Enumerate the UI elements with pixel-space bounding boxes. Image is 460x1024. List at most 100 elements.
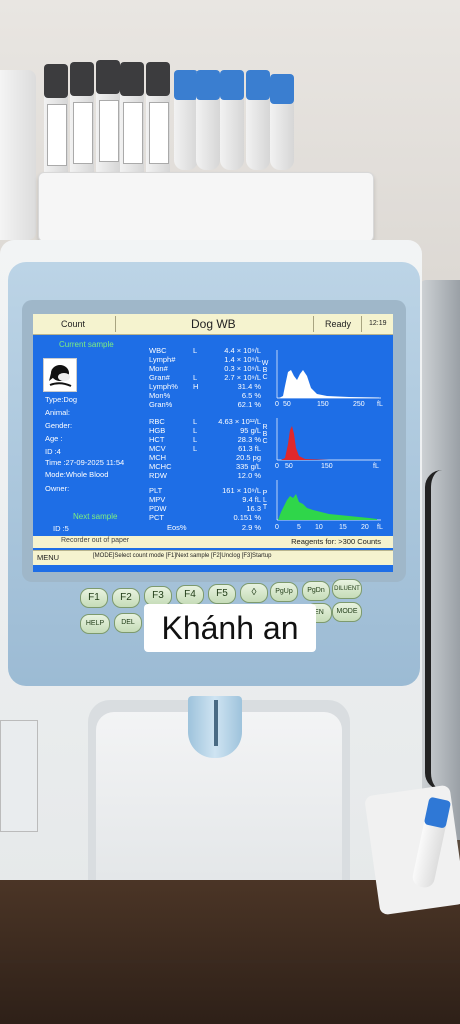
param-value: 61.3 fL xyxy=(238,444,261,453)
gray-cap-tube xyxy=(120,62,144,182)
rbc-tick: 0 xyxy=(275,463,279,470)
reagent-bottle xyxy=(0,70,36,240)
param-name: MCV xyxy=(149,444,166,453)
patient-gender: Gender: xyxy=(45,421,73,430)
param-flag: L xyxy=(193,444,198,453)
recorder-message: Recorder out of paper xyxy=(61,537,130,544)
param-value: 62.1 % xyxy=(237,400,261,409)
plt-tick: 15 xyxy=(339,524,347,531)
param-name: Mon# xyxy=(149,364,168,373)
param-value: 31.4 % xyxy=(237,382,261,391)
param-flag: H xyxy=(193,382,199,391)
rbc-tick: 150 xyxy=(321,463,333,470)
mode-label: Count xyxy=(61,319,86,329)
menu-label[interactable]: MENU xyxy=(37,553,60,562)
param-flag: L xyxy=(193,346,198,355)
patient-owner: Owner: xyxy=(45,484,70,493)
diluent-key[interactable]: DILUENT xyxy=(332,579,362,599)
param-name: Lymph% xyxy=(149,382,178,391)
param-value: 0.151 % xyxy=(233,513,261,522)
status-label: Ready xyxy=(325,319,352,329)
rbc-unit: fL xyxy=(373,463,379,470)
f5-key[interactable]: F5 xyxy=(208,584,236,604)
param-name: HCT xyxy=(149,435,165,444)
param-value: 2.9 % xyxy=(241,523,261,532)
next-sample-label: Next sample xyxy=(73,512,118,521)
param-name: Mon% xyxy=(149,391,171,400)
reagent-drop-key[interactable]: ◊ xyxy=(240,583,268,603)
power-cable xyxy=(425,470,459,790)
param-value: 16.3 xyxy=(246,504,261,513)
f4-key[interactable]: F4 xyxy=(176,585,204,605)
plt-tick: 20 xyxy=(361,524,369,531)
plt-tick: 0 xyxy=(275,524,279,531)
plt-unit: fL xyxy=(377,524,383,531)
sample-time: Time :27-09-2025 11:54 xyxy=(45,458,125,467)
wbc-unit: fL xyxy=(377,401,383,408)
wbc-tick: 250 xyxy=(353,401,365,408)
tube-tray xyxy=(38,172,374,242)
menu-bar: MENU [MODE]Select count mode [F1]Next sa… xyxy=(33,550,393,565)
blue-cap-tube xyxy=(196,70,220,170)
pgup-key[interactable]: PgUp xyxy=(270,582,298,602)
param-value: 161 × 10⁹/L xyxy=(222,486,261,495)
param-flag: L xyxy=(193,417,198,426)
param-name: HGB xyxy=(149,426,166,435)
param-name: PDW xyxy=(149,504,167,513)
param-value: 4.63 × 10¹²/L xyxy=(218,417,261,426)
plt-histogram: 0 5 10 15 20 fL xyxy=(275,480,383,531)
rbc-tick: 50 xyxy=(285,463,293,470)
dog-icon xyxy=(43,358,77,392)
param-name: MCHC xyxy=(149,462,172,471)
param-name: Gran% xyxy=(149,400,173,409)
next-sample-id: ID :5 xyxy=(53,524,69,533)
blue-cap-tube xyxy=(174,70,198,170)
wbc-tick: 150 xyxy=(317,401,329,408)
bench-edge xyxy=(0,960,460,963)
patient-type: Type:Dog xyxy=(45,395,78,404)
f1-key[interactable]: F1 xyxy=(80,588,108,608)
f2-key[interactable]: F2 xyxy=(112,588,140,608)
param-name: Lymph# xyxy=(149,355,176,364)
param-value: 6.5 % xyxy=(241,391,261,400)
param-flag: L xyxy=(193,373,198,382)
mode-key[interactable]: MODE xyxy=(332,602,362,622)
clock: 12:19 xyxy=(369,320,387,327)
param-name: MPV xyxy=(149,495,166,504)
menu-hint: [MODE]Select count mode [F1]Next sample … xyxy=(93,553,272,559)
param-flag: L xyxy=(193,435,198,444)
analyzer-screen: Count Dog WB Ready 12:19 Current sample … xyxy=(33,314,393,572)
param-name: PLT xyxy=(149,486,163,495)
rbc-histogram: 0 50 150 fL xyxy=(275,418,381,470)
sample-mode: Mode:Whole Blood xyxy=(45,470,109,479)
param-value: 4.4 × 10⁹/L xyxy=(224,346,261,355)
param-name: MCH xyxy=(149,453,167,462)
param-name: Gran# xyxy=(149,373,170,382)
blue-cap-tube xyxy=(246,70,270,170)
status-bar: Recorder out of paper Reagents for: >300… xyxy=(33,536,393,548)
pgdn-key[interactable]: PgDn xyxy=(302,581,330,601)
current-sample-label: Current sample xyxy=(59,340,114,349)
reagent-count: Reagents for: >300 Counts xyxy=(291,537,381,546)
param-value: 9.4 fL xyxy=(242,495,261,504)
del-key[interactable]: DEL xyxy=(114,613,142,633)
param-value: 28.3 % xyxy=(237,435,261,444)
param-value: 335 g/L xyxy=(235,462,261,471)
param-value: 20.5 pg xyxy=(235,453,261,462)
param-value: 95 g/L xyxy=(240,426,261,435)
param-value: 0.3 × 10⁹/L xyxy=(224,364,261,373)
f3-key[interactable]: F3 xyxy=(144,586,172,606)
patient-id: ID :4 xyxy=(45,447,61,456)
gray-cap-tube xyxy=(96,60,120,180)
wbc-tick: 50 xyxy=(283,401,291,408)
overlay-caption: Khánh an xyxy=(144,604,316,652)
plt-tick: 5 xyxy=(297,524,301,531)
param-name: PCT xyxy=(149,513,164,522)
gray-cap-tube xyxy=(146,62,170,182)
help-key[interactable]: HELP xyxy=(80,614,110,634)
probe-slot xyxy=(214,700,218,746)
gray-cap-tube xyxy=(44,64,68,184)
blue-cap-tube xyxy=(220,70,244,170)
